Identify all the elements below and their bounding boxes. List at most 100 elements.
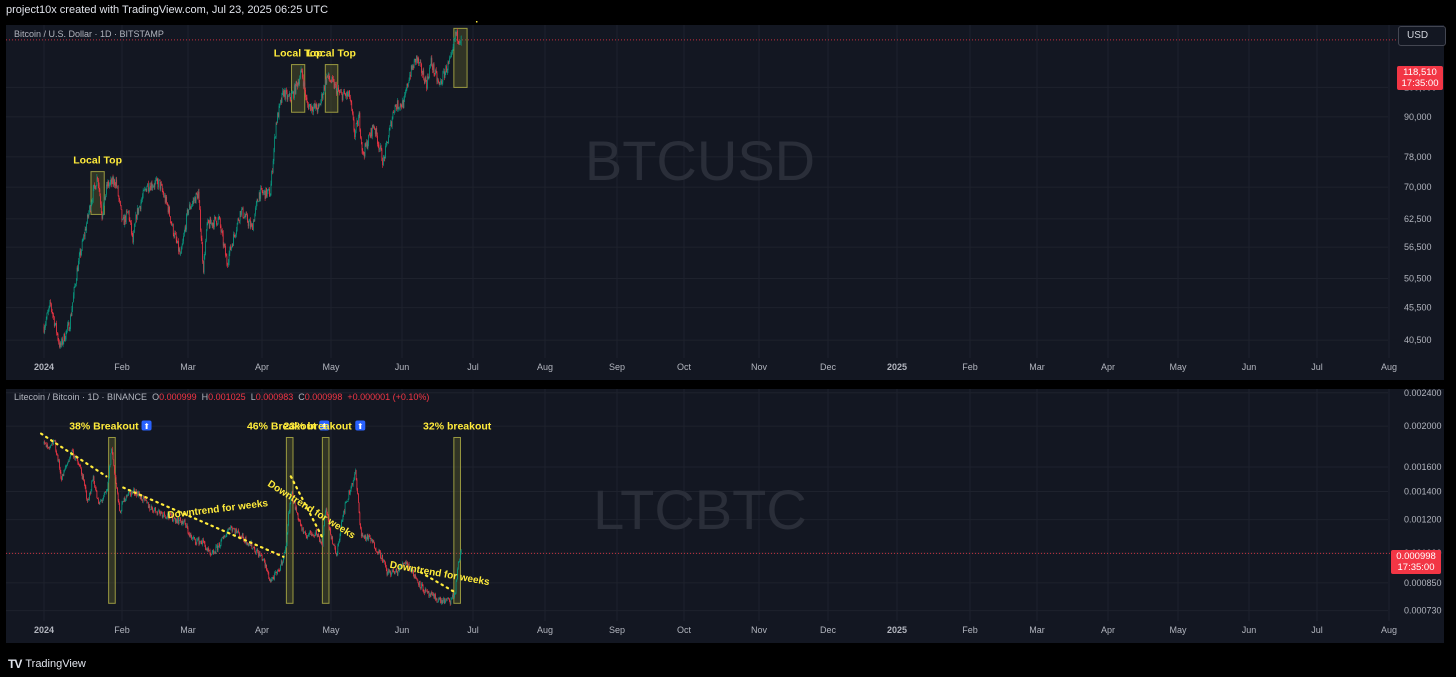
- ltc-candle-body: [385, 566, 387, 570]
- ltc-candle-body: [423, 591, 425, 593]
- btc-candle-body: [244, 215, 246, 218]
- btc-candle-body: [369, 135, 371, 137]
- btc-candle-body: [313, 103, 315, 107]
- ltc-candle-body: [285, 546, 287, 552]
- btc-candle-body: [438, 80, 439, 83]
- btc-candle-body: [87, 214, 89, 217]
- ltc-x-tick-label: Jul: [1311, 625, 1323, 635]
- btc-candle-body: [382, 160, 383, 165]
- btc-candle-body: [302, 70, 303, 78]
- btc-candle-body: [203, 261, 204, 273]
- ltc-candle-body: [174, 518, 176, 519]
- btc-candle-body: [211, 222, 212, 224]
- btc-candle-body: [214, 217, 215, 228]
- currency-button[interactable]: USD: [1398, 26, 1446, 46]
- btc-candle-body: [136, 214, 137, 220]
- btc-candle-body: [56, 322, 57, 333]
- ltc-candle-body: [233, 528, 235, 530]
- btc-candle-body: [230, 246, 232, 251]
- ltc-candle-body: [262, 559, 264, 561]
- btc-candle-body: [106, 184, 108, 186]
- btc-candle-body: [326, 75, 328, 84]
- ltc-candle-body: [335, 553, 337, 555]
- btc-candle-body: [335, 84, 337, 94]
- ltc-candle-body: [263, 558, 264, 560]
- ltc-candle-body: [110, 453, 112, 465]
- ltc-candle-body: [442, 601, 444, 604]
- ltc-candle-body: [192, 537, 194, 539]
- btc-candle-body: [407, 83, 408, 87]
- btc-candle-body: [258, 201, 259, 203]
- ltc-candle-body: [211, 551, 213, 555]
- btc-candle-body: [241, 207, 243, 210]
- ltc-candle-body: [136, 492, 138, 496]
- ltc-candle-body: [205, 548, 207, 550]
- btc-candle-body: [355, 123, 357, 131]
- ltc-candle-body: [142, 500, 143, 502]
- btc-candle-body: [266, 191, 268, 197]
- btc-candle-body: [389, 125, 391, 131]
- ltc-candle-body: [180, 517, 181, 522]
- ltc-candle-body: [216, 545, 218, 551]
- btc-candle-body: [255, 207, 256, 214]
- ltc-candle-body: [252, 547, 254, 549]
- btc-x-tick-label: Jun: [395, 362, 410, 372]
- ltc-candle-body: [117, 487, 118, 493]
- btc-candle-body: [303, 82, 305, 87]
- btc-x-tick-label: Jul: [467, 362, 479, 372]
- ltc-candle-body: [344, 503, 346, 513]
- ltc-candle-body: [182, 521, 184, 524]
- btc-candle-body: [78, 260, 79, 272]
- btc-candle-body: [99, 189, 101, 197]
- ltc-candle-body: [80, 466, 82, 469]
- btc-candle-body: [139, 206, 141, 210]
- btc-candle-body: [330, 80, 331, 83]
- ltc-candle-body: [57, 454, 59, 461]
- btc-candle-body: [427, 76, 428, 89]
- btc-candle-body: [294, 85, 296, 94]
- tradingview-logo[interactable]: TV TradingView: [8, 657, 86, 671]
- btc-candle-body: [299, 78, 300, 85]
- ltc-candle-body: [130, 492, 132, 496]
- btc-candle-body: [428, 77, 430, 79]
- ltc-candle-body: [173, 518, 175, 521]
- btc-x-tick-label: Oct: [677, 362, 692, 372]
- ltc-candle-body: [98, 498, 99, 503]
- ltc-candle-body: [143, 496, 145, 498]
- ltc-candle-body: [247, 543, 249, 546]
- ltc-candle-body: [281, 560, 283, 565]
- ltc-candle-body: [432, 593, 434, 595]
- btc-candle-body: [200, 230, 202, 239]
- ltc-candle-body: [119, 502, 121, 512]
- btc-candle-body: [154, 181, 156, 187]
- breakout-up-arrow-icon: [355, 420, 366, 431]
- ltc-candle-body: [292, 494, 294, 503]
- btc-candle-body: [80, 250, 82, 256]
- ltc-candle-body: [261, 555, 263, 561]
- ltc-candle-body: [344, 510, 345, 513]
- btc-candle-body: [379, 148, 381, 150]
- ltc-candle-body: [294, 501, 296, 510]
- ltc-annotation-label: 38% Breakout: [69, 420, 139, 432]
- ltc-candle-body: [289, 502, 291, 512]
- btc-candle-body: [192, 202, 193, 206]
- ltc-candle-body: [97, 497, 98, 499]
- btc-candle-body: [264, 190, 266, 199]
- btc-candle-body: [128, 210, 130, 221]
- ltc-candle-body: [431, 592, 433, 595]
- btc-candle-body: [178, 249, 180, 252]
- btc-candle-body: [237, 218, 239, 224]
- ltc-candle-body: [355, 470, 357, 480]
- btc-candle-body: [48, 309, 49, 313]
- btc-candle-body: [276, 122, 278, 124]
- btc-candle-body: [429, 67, 430, 78]
- ltc-candle-body: [305, 534, 307, 537]
- chart-canvas[interactable]: BTCUSD 40,500 45,500 50,500 56,500 62,500 70,0…: [0, 21, 1456, 652]
- btc-candle-body: [255, 203, 257, 208]
- ltc-candle-body: [199, 541, 201, 545]
- ltc-candle-body: [222, 536, 224, 539]
- btc-candle-body: [410, 65, 412, 77]
- btc-candle-body: [287, 96, 289, 100]
- btc-candle-body: [67, 324, 68, 330]
- ltc-candle-body: [78, 465, 80, 466]
